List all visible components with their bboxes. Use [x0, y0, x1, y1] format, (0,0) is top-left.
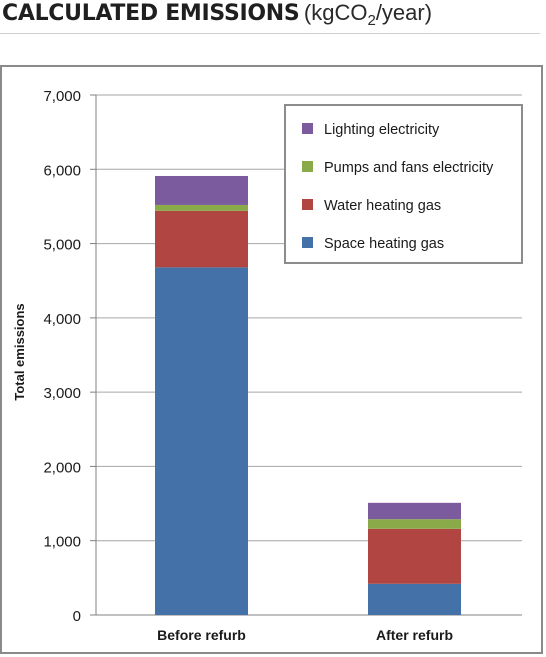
y-tick-label: 7,000: [43, 88, 81, 105]
bar-segment: [155, 210, 248, 268]
y-tick-label: 2,000: [43, 459, 81, 476]
legend-box: [284, 104, 523, 264]
legend-swatch: [302, 237, 313, 248]
title-unit-subscript: 2: [367, 12, 376, 29]
legend-swatch: [302, 199, 313, 210]
title-main: CALCULATED EMISSIONS: [2, 1, 300, 26]
bar-segment: [368, 583, 461, 615]
title-unit-prefix: (kgCO: [303, 0, 368, 25]
bar-segment: [368, 519, 461, 529]
legend: Lighting electricity Pumps and fans elect…: [284, 104, 523, 264]
title-unit: (kgCO2/year): [303, 0, 433, 29]
legend-label: Lighting electricity: [324, 122, 440, 138]
y-tick-label: 6,000: [43, 162, 81, 179]
chart-title: CALCULATED EMISSIONS (kgCO2/year): [2, 0, 542, 32]
bar-segment: [155, 267, 248, 615]
bar-segment: [155, 204, 248, 211]
bars: [155, 175, 461, 615]
title-divider: [0, 33, 540, 34]
bar-segment: [368, 502, 461, 520]
legend-label: Water heating gas: [324, 198, 441, 214]
y-tick-label: 0: [73, 608, 81, 625]
y-axis-label: Total emissions: [12, 303, 27, 400]
legend-label: Pumps and fans electricity: [324, 160, 494, 176]
y-tick-label: 3,000: [43, 385, 81, 402]
bar-segment: [155, 175, 248, 205]
y-tick-label: 1,000: [43, 534, 81, 551]
x-category-label: After refurb: [376, 627, 453, 643]
legend-swatch: [302, 123, 313, 134]
tick-labels: 0 1,000 2,000 3,000 4,000 5,000 6,000 7,000 Befo…: [43, 88, 453, 643]
legend-swatch: [302, 161, 313, 172]
bar-segment: [368, 528, 461, 584]
x-category-label: Before refurb: [157, 627, 246, 643]
legend-label: Space heating gas: [324, 236, 444, 252]
title-unit-suffix: /year): [375, 0, 433, 25]
y-tick-label: 4,000: [43, 311, 81, 328]
y-tick-label: 5,000: [43, 237, 81, 254]
